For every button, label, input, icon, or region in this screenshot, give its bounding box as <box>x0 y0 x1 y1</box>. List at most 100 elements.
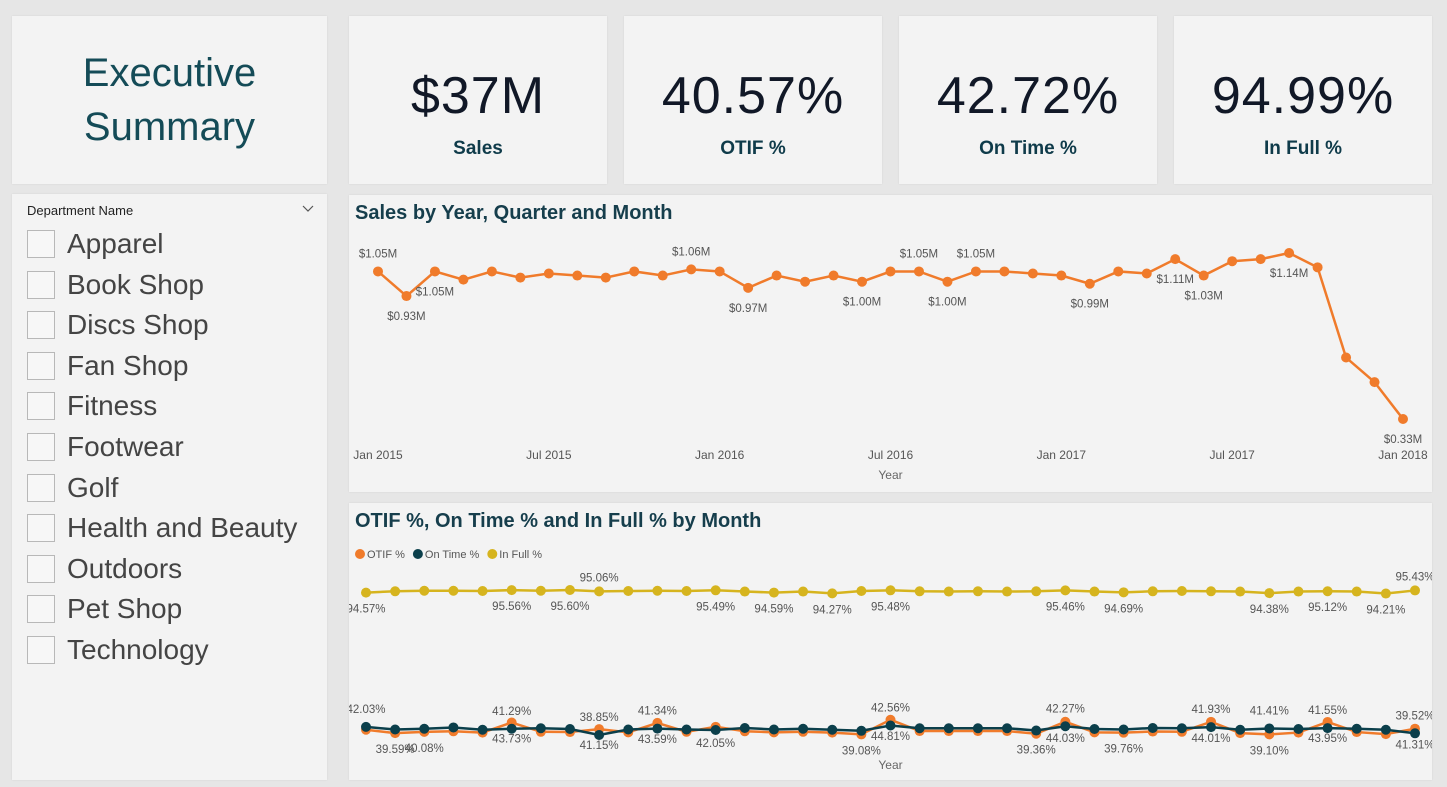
point <box>1141 268 1152 279</box>
point <box>486 266 497 277</box>
x-tick-label: Jan 2016 <box>695 448 745 462</box>
point <box>629 266 640 277</box>
data-label: $1.05M <box>416 286 454 298</box>
point <box>1293 586 1304 597</box>
x-axis-title: Year <box>878 758 902 772</box>
slicer-item[interactable]: Health and Beauty <box>27 512 297 543</box>
legend-marker <box>487 549 498 559</box>
slicer-item[interactable]: Apparel <box>27 228 164 259</box>
data-label: 94.57% <box>349 604 386 616</box>
point <box>477 586 488 597</box>
slicer-item[interactable]: Fan Shop <box>27 350 188 381</box>
point <box>1322 586 1333 597</box>
point <box>1147 722 1158 733</box>
point <box>768 587 779 598</box>
point <box>681 724 692 735</box>
slicer-item-label: Technology <box>67 634 209 665</box>
point <box>1264 723 1275 734</box>
checkbox <box>27 554 55 583</box>
slicer-item[interactable]: Golf <box>27 471 119 503</box>
data-label: 40.08% <box>405 743 444 755</box>
point <box>827 724 838 735</box>
checkbox <box>27 595 55 624</box>
data-label: 42.56% <box>871 703 910 715</box>
data-label: $1.05M <box>359 248 397 260</box>
point <box>390 724 401 735</box>
point <box>564 723 575 734</box>
point <box>1056 270 1067 281</box>
data-label: 94.59% <box>754 604 793 616</box>
point <box>1089 586 1100 597</box>
legend-marker <box>412 549 423 559</box>
point <box>1235 724 1246 735</box>
point <box>1113 266 1124 277</box>
data-label: 39.10% <box>1250 745 1289 757</box>
slicer-item-label: Pet Shop <box>67 593 183 625</box>
slicer-item[interactable]: Discs Shop <box>27 309 209 341</box>
legend-marker <box>355 549 365 559</box>
point <box>652 723 663 734</box>
slicer-item-label: Golf <box>67 471 119 503</box>
slicer-item[interactable]: Pet Shop <box>27 593 183 625</box>
checkbox <box>27 433 55 461</box>
point <box>515 272 526 283</box>
point <box>1031 586 1042 597</box>
x-tick-label: Jul 2016 <box>868 448 914 462</box>
point <box>1235 586 1246 597</box>
point <box>798 723 809 734</box>
slicer-item[interactable]: Outdoors <box>27 553 182 584</box>
point <box>1031 725 1042 736</box>
point <box>885 266 896 277</box>
x-tick-label: Jan 2017 <box>1037 448 1087 462</box>
point <box>943 723 954 734</box>
point <box>1060 585 1071 596</box>
point <box>686 264 697 275</box>
point <box>856 586 867 597</box>
slicer-item[interactable]: Book Shop <box>27 269 204 300</box>
point <box>594 730 605 740</box>
slicer-item[interactable]: Footwear <box>27 431 184 462</box>
data-label: 43.59% <box>638 734 677 746</box>
slicer-header: Department Name <box>27 203 134 218</box>
point <box>1322 723 1333 734</box>
point <box>1002 723 1013 734</box>
checkbox <box>27 270 55 299</box>
point <box>1255 254 1266 265</box>
slicer-item[interactable]: Technology <box>27 634 209 665</box>
slicer: Department Name Apparel Book Shop Discs Sh… <box>12 194 327 780</box>
x-axis-title: Year <box>878 468 902 482</box>
data-label: 94.27% <box>813 604 852 616</box>
data-label: 95.43% <box>1395 571 1432 583</box>
slicer-item-label: Discs Shop <box>67 309 209 341</box>
data-label: $1.05M <box>957 248 995 260</box>
data-label: 41.34% <box>638 706 677 718</box>
report-title: Executive Summary <box>82 51 257 149</box>
data-label: 39.59% <box>376 744 415 756</box>
point <box>1060 721 1071 732</box>
data-label: 95.48% <box>871 601 910 613</box>
point <box>419 585 430 596</box>
kpi-card: 94.99% In Full % <box>1174 16 1432 184</box>
x-tick-label: Jan 2015 <box>353 448 403 462</box>
point <box>1380 724 1391 735</box>
point <box>739 586 750 597</box>
point <box>1118 587 1129 598</box>
checkbox <box>27 636 55 664</box>
otif-chart-panel: OTIF %, On Time % and In Full % by Month… <box>346 503 1435 780</box>
data-label: 41.93% <box>1192 704 1231 716</box>
point <box>710 725 721 736</box>
data-label: 42.03% <box>349 704 386 716</box>
point <box>652 585 663 596</box>
point <box>477 724 488 735</box>
point <box>972 586 983 597</box>
point <box>1206 586 1217 597</box>
point <box>768 724 779 735</box>
point <box>771 270 782 281</box>
point <box>1002 586 1013 597</box>
data-label: 39.36% <box>1017 745 1056 757</box>
point <box>1176 723 1187 734</box>
dropdown-chevron[interactable] <box>302 205 314 213</box>
slicer-item[interactable]: Fitness <box>27 390 157 421</box>
data-label: 94.38% <box>1250 604 1289 616</box>
slicer-item-label: Footwear <box>67 431 184 462</box>
